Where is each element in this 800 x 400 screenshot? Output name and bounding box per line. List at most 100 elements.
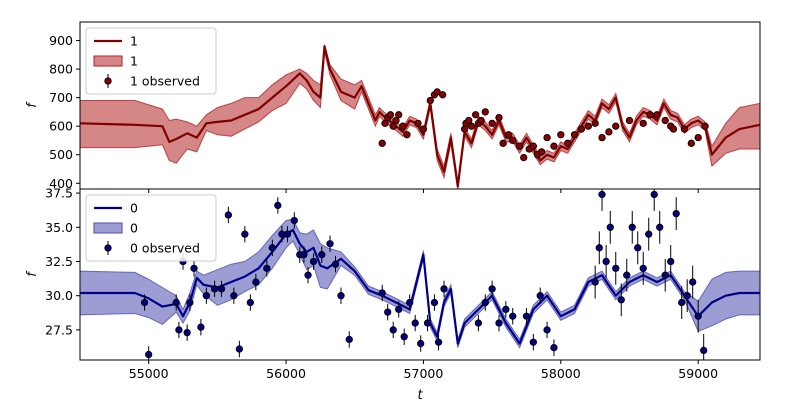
legend: 0 0 0 observed (85, 194, 217, 262)
observed-point (304, 271, 312, 279)
observed-point (283, 230, 292, 238)
observed-point (502, 305, 510, 314)
observed-point (268, 244, 276, 252)
legend-band-swatch (93, 55, 123, 67)
y-axis-label: f (25, 270, 40, 277)
observed-point (543, 133, 551, 142)
legend-label: 1 (130, 54, 138, 69)
observed-point (300, 251, 308, 259)
observed-point (653, 111, 661, 119)
observed-point (701, 122, 709, 130)
observed-point (577, 125, 586, 133)
y-tick-label: 27.5 (45, 322, 73, 337)
observed-point (381, 119, 389, 127)
observed-point (440, 285, 448, 293)
observed-point (650, 190, 658, 199)
observed-point (645, 230, 653, 238)
legend-label: 1 (130, 34, 138, 49)
observed-point (537, 148, 546, 156)
observed-point (389, 326, 397, 334)
observed-point (623, 271, 631, 279)
top-panel: 400 500 600 700 800 900 f 1 1 1 observed (25, 21, 761, 193)
legend: 1 1 1 observed (85, 27, 217, 95)
observed-point (515, 142, 524, 150)
observed-point (481, 108, 489, 116)
observed-point (591, 119, 599, 127)
observed-point (309, 257, 318, 266)
y-tick-label: 900 (49, 33, 73, 48)
legend-label: 0 (130, 201, 138, 216)
observed-point (190, 264, 198, 272)
observed-point (331, 260, 340, 268)
observed-point (520, 153, 528, 162)
observed-point (595, 244, 603, 252)
mean-line (80, 45, 760, 188)
observed-point (386, 111, 395, 119)
observed-point (678, 298, 686, 307)
observed-point (661, 116, 669, 125)
observed-point (392, 116, 400, 125)
observed-point (403, 131, 411, 139)
observed-point (656, 223, 664, 231)
observed-point (183, 328, 191, 337)
x-tick-label: 56000 (266, 366, 306, 381)
y-tick-label: 600 (49, 119, 73, 134)
observed-point (439, 91, 447, 99)
observed-point (529, 142, 537, 150)
observed-point (509, 312, 517, 320)
observed-point (598, 190, 606, 199)
observed-point (434, 338, 443, 346)
observed-point (395, 111, 403, 119)
y-tick-label: 37.5 (45, 186, 73, 201)
observed-point (230, 292, 238, 300)
observed-point (197, 323, 205, 331)
observed-point (661, 271, 669, 279)
x-tick-label: 58000 (541, 366, 581, 381)
observed-point (509, 136, 517, 145)
observed-point (639, 119, 647, 127)
observed-point (672, 209, 680, 218)
bottom-panel: 27.5 30.0 32.5 35.0 37.5 55000 56000 57000 58000… (25, 186, 761, 400)
x-tick-label: 55000 (129, 366, 169, 381)
observed-point (598, 133, 606, 142)
axes-frame (79, 188, 761, 361)
observed-point (495, 319, 503, 327)
observed-point (172, 298, 180, 307)
x-tick-label: 57000 (404, 366, 444, 381)
observed-point (263, 264, 271, 272)
observed-point (145, 350, 153, 359)
observed-point (210, 285, 219, 293)
x-tick-label: 59000 (678, 366, 718, 381)
observed-point (529, 338, 537, 346)
observed-point (628, 223, 636, 231)
observed-point (246, 298, 254, 307)
observed-point (290, 216, 298, 225)
observed-point (550, 142, 558, 150)
observed-point (606, 223, 614, 231)
observed-point (467, 122, 476, 130)
observed-point (504, 131, 513, 139)
observed-point (326, 240, 334, 248)
observed-point (345, 335, 353, 344)
observed-point (689, 278, 697, 286)
observed-point (683, 292, 691, 300)
y-tick-label: 32.5 (45, 254, 73, 269)
observed-point (584, 122, 592, 130)
legend-point-swatch (104, 244, 112, 252)
legend-label: 0 (130, 221, 138, 236)
plot-area (80, 44, 760, 189)
observed-point (612, 122, 620, 130)
observed-point (400, 333, 408, 341)
confidence-band (80, 218, 760, 349)
observed-point (414, 119, 422, 127)
observed-point (186, 298, 194, 307)
observed-point (694, 133, 702, 142)
observed-point (217, 285, 226, 293)
observed-point (700, 346, 708, 355)
observed-point (235, 345, 244, 353)
observed-point (612, 264, 620, 272)
observed-point (433, 88, 441, 96)
observed-point (617, 296, 625, 304)
observed-point (471, 111, 480, 119)
observed-point (495, 113, 503, 122)
